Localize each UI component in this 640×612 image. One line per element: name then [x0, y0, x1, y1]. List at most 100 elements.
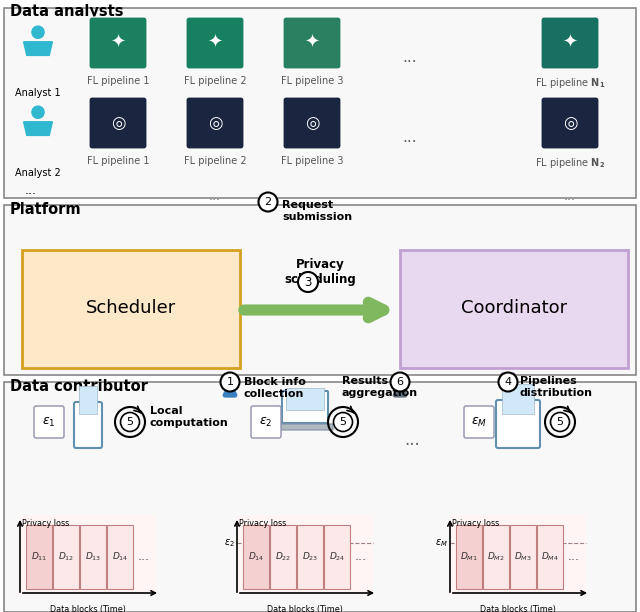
FancyBboxPatch shape [282, 391, 328, 423]
Text: 2: 2 [264, 197, 271, 207]
Text: Platform: Platform [10, 202, 82, 217]
FancyBboxPatch shape [4, 8, 636, 198]
Text: Request
submission: Request submission [282, 200, 352, 222]
Text: ...: ... [138, 551, 150, 564]
FancyBboxPatch shape [74, 402, 102, 448]
Text: Data analysts: Data analysts [10, 4, 124, 19]
Text: ...: ... [355, 551, 367, 564]
Text: $\epsilon_2$: $\epsilon_2$ [259, 416, 273, 428]
FancyBboxPatch shape [107, 525, 133, 589]
Text: 5: 5 [127, 417, 134, 427]
Circle shape [32, 26, 44, 39]
Text: $\epsilon_M$: $\epsilon_M$ [435, 537, 448, 549]
Text: $D_{M2}$: $D_{M2}$ [487, 551, 505, 563]
Text: ...: ... [209, 190, 221, 203]
Text: $D_{24}$: $D_{24}$ [329, 551, 346, 563]
Circle shape [550, 412, 570, 431]
Circle shape [499, 373, 518, 392]
Text: 4: 4 [504, 377, 511, 387]
Text: ...: ... [403, 51, 417, 65]
Circle shape [32, 106, 44, 118]
FancyBboxPatch shape [277, 424, 333, 430]
Text: $D_{12}$: $D_{12}$ [58, 551, 74, 563]
Text: 6: 6 [397, 377, 403, 387]
Circle shape [120, 412, 140, 431]
FancyBboxPatch shape [456, 525, 482, 589]
Circle shape [333, 412, 353, 431]
Circle shape [259, 193, 278, 212]
Text: 5: 5 [339, 417, 346, 427]
Polygon shape [24, 42, 52, 56]
Text: ◎: ◎ [208, 114, 222, 132]
FancyBboxPatch shape [243, 525, 269, 589]
FancyBboxPatch shape [541, 17, 599, 69]
FancyBboxPatch shape [4, 382, 636, 612]
Text: $D_{23}$: $D_{23}$ [302, 551, 318, 563]
Text: Data blocks (Time): Data blocks (Time) [267, 605, 343, 612]
Text: ...: ... [404, 431, 420, 449]
Text: Results
aggregation: Results aggregation [342, 376, 418, 398]
FancyBboxPatch shape [237, 515, 373, 595]
Text: Privacy
scheduling: Privacy scheduling [284, 258, 356, 286]
FancyBboxPatch shape [270, 525, 296, 589]
FancyBboxPatch shape [79, 386, 97, 414]
Text: 1: 1 [227, 377, 234, 387]
Text: ...: ... [564, 190, 576, 203]
Text: FL pipeline $\mathbf{N_2}$: FL pipeline $\mathbf{N_2}$ [535, 156, 605, 170]
FancyBboxPatch shape [450, 515, 586, 595]
Text: ✦: ✦ [563, 34, 577, 52]
Text: ✦: ✦ [305, 34, 319, 52]
Text: Privacy loss: Privacy loss [22, 519, 69, 528]
Text: 3: 3 [304, 275, 312, 288]
FancyBboxPatch shape [541, 97, 599, 149]
Text: Privacy loss: Privacy loss [239, 519, 286, 528]
Text: FL pipeline 1: FL pipeline 1 [87, 76, 149, 86]
Text: Analyst 2: Analyst 2 [15, 168, 61, 178]
Text: ✦: ✦ [111, 34, 125, 52]
Text: Data contributor: Data contributor [10, 379, 148, 394]
Text: Scheduler: Scheduler [86, 299, 176, 317]
FancyBboxPatch shape [89, 17, 147, 69]
Text: $D_{13}$: $D_{13}$ [84, 551, 101, 563]
Text: $D_{14}$: $D_{14}$ [112, 551, 128, 563]
Text: Data blocks (Time): Data blocks (Time) [50, 605, 126, 612]
FancyBboxPatch shape [26, 525, 52, 589]
FancyBboxPatch shape [20, 515, 156, 595]
Text: $D_{22}$: $D_{22}$ [275, 551, 291, 563]
Text: $\epsilon_2$: $\epsilon_2$ [224, 537, 235, 549]
Text: ...: ... [568, 551, 580, 564]
Text: ◎: ◎ [563, 114, 577, 132]
Text: FL pipeline 2: FL pipeline 2 [184, 76, 246, 86]
Text: Coordinator: Coordinator [461, 299, 567, 317]
FancyBboxPatch shape [400, 250, 628, 368]
Text: $D_{11}$: $D_{11}$ [31, 551, 47, 563]
FancyBboxPatch shape [80, 525, 106, 589]
Text: FL pipeline 2: FL pipeline 2 [184, 156, 246, 166]
Text: Local
computation: Local computation [150, 406, 228, 428]
Circle shape [221, 373, 239, 392]
FancyBboxPatch shape [186, 17, 244, 69]
FancyBboxPatch shape [496, 400, 540, 448]
Text: ✦: ✦ [207, 34, 223, 52]
Text: $D_{M4}$: $D_{M4}$ [541, 551, 559, 563]
Text: $D_{14}$: $D_{14}$ [248, 551, 264, 563]
Circle shape [298, 272, 318, 292]
Polygon shape [24, 122, 52, 135]
FancyBboxPatch shape [483, 525, 509, 589]
Circle shape [390, 373, 410, 392]
Text: Privacy loss: Privacy loss [452, 519, 499, 528]
Text: $D_{M1}$: $D_{M1}$ [460, 551, 478, 563]
FancyBboxPatch shape [286, 388, 324, 410]
Text: $\epsilon_M$: $\epsilon_M$ [471, 416, 487, 428]
Text: ◎: ◎ [111, 114, 125, 132]
FancyBboxPatch shape [89, 97, 147, 149]
Text: FL pipeline $\mathbf{N_1}$: FL pipeline $\mathbf{N_1}$ [535, 76, 605, 90]
FancyBboxPatch shape [53, 525, 79, 589]
FancyBboxPatch shape [510, 525, 536, 589]
Text: FL pipeline 3: FL pipeline 3 [281, 76, 343, 86]
Text: FL pipeline 3: FL pipeline 3 [281, 156, 343, 166]
FancyBboxPatch shape [251, 406, 281, 438]
Text: ...: ... [403, 130, 417, 146]
Text: FL pipeline 1: FL pipeline 1 [87, 156, 149, 166]
FancyBboxPatch shape [502, 384, 534, 414]
